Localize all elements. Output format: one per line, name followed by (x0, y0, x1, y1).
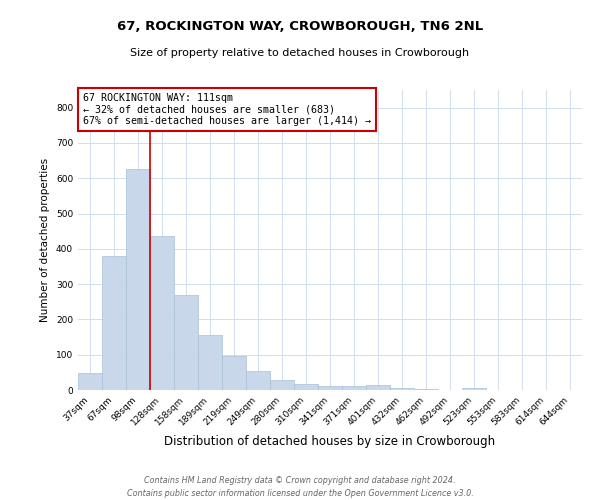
Bar (294, 384, 318, 390)
Text: Size of property relative to detached houses in Crowborough: Size of property relative to detached ho… (130, 48, 470, 58)
Bar (366, 384, 390, 390)
Bar (246, 372, 270, 390)
Bar (78, 373, 102, 390)
Bar (102, 256, 126, 390)
Bar (318, 386, 342, 390)
Bar (222, 356, 246, 390)
Bar (342, 386, 366, 390)
Bar (174, 296, 198, 390)
Bar (150, 236, 174, 390)
Bar (462, 388, 486, 390)
Text: 67, ROCKINGTON WAY, CROWBOROUGH, TN6 2NL: 67, ROCKINGTON WAY, CROWBOROUGH, TN6 2NL (117, 20, 483, 33)
Y-axis label: Number of detached properties: Number of detached properties (40, 158, 50, 322)
X-axis label: Distribution of detached houses by size in Crowborough: Distribution of detached houses by size … (164, 436, 496, 448)
Bar (390, 388, 414, 390)
Bar (270, 380, 294, 390)
Bar (126, 170, 150, 390)
Text: 67 ROCKINGTON WAY: 111sqm
← 32% of detached houses are smaller (683)
67% of semi: 67 ROCKINGTON WAY: 111sqm ← 32% of detac… (83, 93, 371, 126)
Text: Contains HM Land Registry data © Crown copyright and database right 2024.
Contai: Contains HM Land Registry data © Crown c… (127, 476, 473, 498)
Bar (198, 336, 222, 390)
